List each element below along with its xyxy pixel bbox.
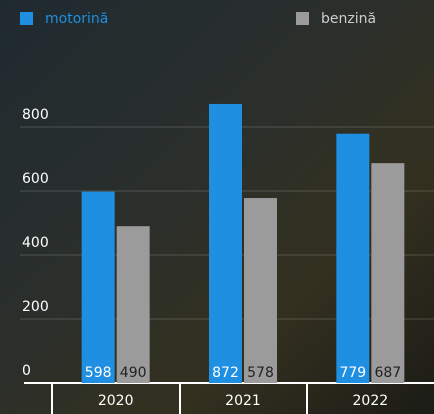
value-label: 578 — [247, 365, 274, 381]
x-tick-label: 2021 — [225, 393, 261, 409]
bar — [209, 104, 242, 383]
bar — [336, 134, 369, 383]
y-tick-label: 0 — [22, 363, 31, 379]
bar — [117, 226, 150, 383]
chart: 0 200 400 600 800 motorină benzină 2020 598 490 20… — [0, 0, 434, 414]
bar — [82, 192, 115, 383]
legend-label: benzină — [321, 11, 376, 27]
x-tick-label: 2020 — [98, 393, 134, 409]
value-label: 779 — [339, 365, 366, 381]
value-label: 490 — [120, 365, 147, 381]
page: {"chart_data": {"type": "bar", "categori… — [0, 0, 434, 414]
value-label: 598 — [85, 365, 112, 381]
y-tick-label: 400 — [22, 235, 49, 251]
legend-label: motorină — [45, 11, 108, 27]
legend-swatch — [20, 12, 33, 25]
y-tick-label: 200 — [22, 299, 49, 315]
bar — [371, 163, 404, 383]
y-tick-label: 600 — [22, 171, 49, 187]
bar — [244, 198, 277, 383]
y-tick-label: 800 — [22, 107, 49, 123]
x-tick-label: 2022 — [353, 393, 389, 409]
legend-swatch — [296, 12, 309, 25]
value-label: 687 — [374, 365, 401, 381]
value-label: 872 — [212, 365, 239, 381]
